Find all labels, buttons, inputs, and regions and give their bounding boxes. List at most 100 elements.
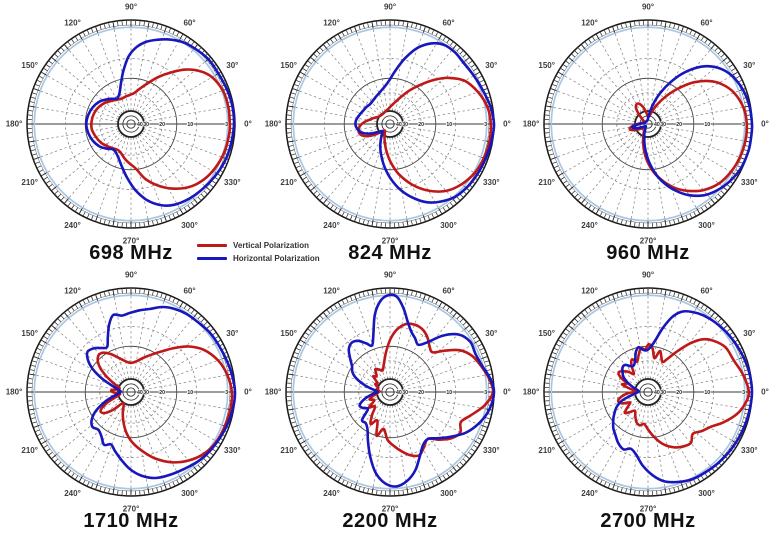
angle-label: 0°: [244, 388, 252, 397]
angle-label: 120°: [581, 18, 598, 27]
angle-labels: 0° 30° 60° 90° 120° 150° 180° 210° 240° 270° 300° 3…: [265, 271, 511, 514]
angle-label: 60°: [700, 286, 712, 295]
angle-label: 210°: [538, 446, 555, 455]
angle-label: 180°: [6, 120, 23, 129]
plot-frequency-label-2200: 2200 MHz: [342, 510, 438, 532]
angle-label: 300°: [181, 221, 198, 230]
angle-label: 210°: [21, 178, 38, 187]
horizontal-polarization-line-icon: [197, 257, 227, 260]
angle-label: 120°: [581, 286, 598, 295]
vertical-polarization-line-icon: [197, 244, 227, 247]
polar-plot-2700mhz: 40 30 20 10 3 0°30°60°90°120°150°180°210°240°…: [523, 271, 769, 514]
angle-label: 270°: [382, 237, 399, 246]
polar-grid: [543, 19, 753, 229]
radial-tick-label: 10: [704, 122, 710, 128]
polar-grid: [543, 287, 753, 497]
angle-label: 30°: [226, 329, 238, 338]
pattern-curve-vertical: [90, 68, 232, 191]
radial-tick-labels: 40 30 20 10 3: [653, 121, 746, 128]
legend-label-vertical: Vertical Polarization: [233, 241, 310, 250]
polar-plot-1710mhz: 40 30 20 10 3 0°30°60°90°120°150°180°210°240°…: [6, 271, 252, 514]
angle-label: 180°: [265, 120, 282, 129]
angle-label: 330°: [224, 446, 241, 455]
angle-label: 90°: [384, 271, 396, 280]
angle-label: 90°: [125, 271, 137, 280]
angle-label: 150°: [280, 61, 297, 70]
angle-labels: 0° 30° 60° 90° 120° 150° 180° 210° 240° 270° 300° 3…: [6, 271, 252, 514]
angle-label: 240°: [323, 489, 340, 498]
angle-label: 0°: [244, 120, 252, 129]
pattern-curve-vertical: [628, 79, 749, 193]
angle-label: 60°: [442, 18, 454, 27]
legend-label-horizontal: Horizontal Polarization: [233, 254, 320, 263]
angle-label: 330°: [483, 446, 500, 455]
radial-tick-label: 3: [225, 390, 228, 396]
pattern-curve-vertical: [367, 322, 495, 458]
radial-tick-label: 10: [446, 390, 452, 396]
angle-label: 30°: [743, 329, 755, 338]
pattern-curve-horizontal: [611, 309, 754, 484]
legend-item-horizontal: Horizontal Polarization: [197, 252, 320, 265]
pattern-curve-horizontal: [85, 38, 236, 207]
angle-label: 180°: [523, 120, 540, 129]
radial-tick-labels: 40 30 20 10 3: [136, 121, 229, 128]
angle-label: 180°: [6, 388, 23, 397]
angle-label: 240°: [581, 221, 598, 230]
angle-label: 150°: [538, 61, 555, 70]
radial-tick-label: 20: [418, 122, 424, 128]
radial-tick-label: 20: [159, 122, 165, 128]
pattern-curve-vertical: [357, 76, 493, 193]
polar-plot-824mhz: 40 30 20 10 3 0°30°60°90°120°150°180°210°240°…: [265, 3, 511, 246]
legend-item-vertical: Vertical Polarization: [197, 239, 320, 252]
radial-tick-label: 10: [187, 122, 193, 128]
angle-label: 120°: [64, 286, 81, 295]
radial-tick-label: 30: [402, 122, 408, 128]
angle-label: 300°: [440, 221, 457, 230]
radial-tick-label: 20: [676, 122, 682, 128]
angle-labels: 0° 30° 60° 90° 120° 150° 180° 210° 240° 270° 300° 3…: [523, 271, 769, 514]
legend: Vertical Polarization Horizontal Polariz…: [197, 239, 320, 265]
plot-frequency-label-698: 698 MHz: [89, 242, 173, 264]
angle-label: 90°: [384, 3, 396, 12]
angle-label: 120°: [323, 286, 340, 295]
radial-tick-label: 30: [143, 122, 149, 128]
angle-label: 300°: [440, 489, 457, 498]
polar-plot-960mhz: 40 30 20 10 3 0°30°60°90°120°150°180°210°240°…: [523, 3, 769, 246]
angle-label: 90°: [642, 271, 654, 280]
angle-label: 330°: [224, 178, 241, 187]
radial-tick-label: 10: [187, 390, 193, 396]
radial-tick-label: 3: [742, 390, 745, 396]
radial-tick-labels: 40 30 20 10 3: [653, 389, 746, 396]
radial-tick-label: 20: [418, 390, 424, 396]
radial-tick-label: 40: [396, 390, 402, 396]
angle-label: 30°: [226, 61, 238, 70]
plot-frequency-label-1710: 1710 MHz: [83, 510, 179, 532]
radial-tick-labels: 40 30 20 10 3: [395, 389, 488, 396]
angle-label: 330°: [741, 446, 758, 455]
angle-label: 240°: [64, 489, 81, 498]
angle-label: 180°: [265, 388, 282, 397]
pattern-curve-horizontal: [631, 64, 754, 198]
radial-tick-label: 40: [396, 122, 402, 128]
angle-label: 330°: [483, 178, 500, 187]
angle-label: 150°: [21, 329, 38, 338]
radial-tick-label: 40: [137, 122, 143, 128]
polar-grid: [285, 19, 495, 229]
pattern-curve-vertical: [96, 345, 234, 464]
angle-label: 180°: [523, 388, 540, 397]
angle-label: 210°: [280, 178, 297, 187]
radial-tick-label: 30: [660, 122, 666, 128]
angle-label: 0°: [503, 388, 511, 397]
pattern-curve-horizontal: [354, 41, 496, 204]
radial-tick-label: 30: [143, 390, 149, 396]
plot-frequency-label-824: 824 MHz: [348, 242, 432, 264]
angle-label: 60°: [183, 286, 195, 295]
radial-tick-label: 3: [742, 122, 745, 128]
angle-label: 300°: [698, 489, 715, 498]
angle-label: 60°: [183, 18, 195, 27]
polar-grid: [285, 287, 495, 497]
angle-labels: 0° 30° 60° 90° 120° 150° 180° 210° 240° 270° 300° 3…: [6, 3, 252, 246]
plot-frequency-label-2700: 2700 MHz: [600, 510, 696, 532]
radial-tick-label: 3: [225, 122, 228, 128]
